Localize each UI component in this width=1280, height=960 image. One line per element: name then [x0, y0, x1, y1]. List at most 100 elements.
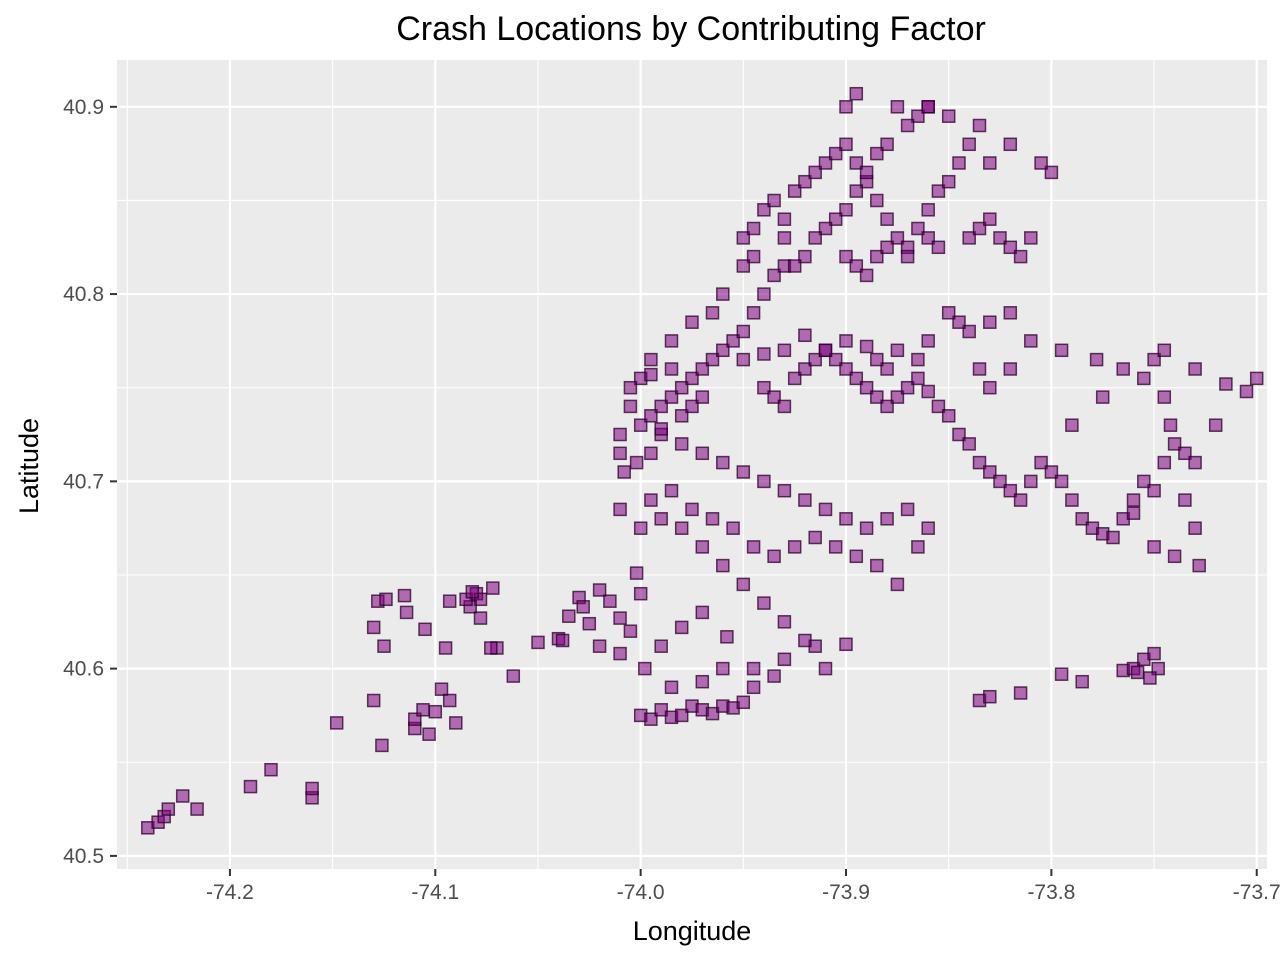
crash-point	[695, 390, 710, 404]
crash-point	[767, 669, 781, 683]
crash-point	[465, 585, 480, 599]
crash-point	[399, 605, 414, 620]
crash-point	[664, 390, 679, 404]
crash-point	[972, 362, 987, 376]
crash-point	[911, 221, 925, 236]
plot-panel	[117, 60, 1267, 869]
crash-point	[839, 334, 853, 348]
x-tick-label: -73.7	[1233, 881, 1280, 904]
crash-point	[592, 583, 607, 597]
crash-point	[880, 362, 894, 376]
crash-point	[839, 203, 853, 217]
crash-point	[633, 418, 648, 432]
crash-point	[870, 558, 884, 573]
crash-point	[629, 455, 644, 470]
crash-point	[1219, 377, 1233, 391]
crash-point	[422, 727, 436, 741]
crash-point	[486, 581, 500, 595]
crash-point	[644, 712, 658, 726]
crash-point	[890, 343, 905, 358]
crash-point	[726, 521, 740, 535]
crash-point	[1044, 165, 1059, 180]
crash-point	[562, 609, 576, 623]
crash-point	[366, 620, 381, 635]
crash-point	[1024, 231, 1038, 245]
crash-point	[654, 422, 668, 436]
crash-point	[941, 409, 956, 423]
crash-point	[638, 661, 652, 676]
crash-point	[880, 240, 894, 255]
crash-point	[757, 347, 771, 361]
crash-point	[890, 100, 905, 114]
crash-point	[685, 371, 699, 386]
crash-point	[757, 203, 771, 217]
crash-point	[777, 615, 792, 629]
crash-point	[685, 399, 699, 414]
crash-point	[190, 802, 204, 816]
crash-point	[787, 184, 802, 198]
crash-point	[644, 352, 658, 367]
crash-point	[921, 384, 935, 399]
crash-point	[736, 352, 751, 367]
crash-point	[736, 231, 751, 245]
crash-point	[379, 592, 393, 607]
crash-point	[870, 352, 884, 367]
crash-point	[582, 616, 597, 631]
crash-point	[1167, 437, 1182, 451]
crash-point	[880, 212, 894, 226]
crash-point	[674, 620, 689, 635]
crash-point	[695, 362, 710, 376]
crash-point	[623, 380, 638, 395]
crash-point	[1034, 156, 1048, 170]
crash-point	[654, 512, 668, 526]
crash-point	[983, 689, 997, 704]
crash-point	[941, 109, 956, 123]
crash-point	[787, 259, 802, 273]
crash-point	[757, 287, 771, 301]
crash-point	[1034, 455, 1048, 470]
crash-point	[1178, 493, 1192, 507]
crash-point	[746, 661, 761, 676]
crash-point	[900, 380, 915, 395]
crash-point	[777, 231, 792, 245]
crash-point	[705, 706, 720, 721]
crash-point	[983, 465, 997, 479]
crash-point	[839, 362, 853, 376]
crash-point	[983, 156, 997, 170]
crash-point	[1126, 506, 1141, 520]
crash-point	[972, 118, 987, 133]
crash-point	[1003, 240, 1018, 255]
crash-point	[921, 521, 935, 535]
crash-point	[716, 287, 730, 301]
crash-point	[1024, 474, 1038, 489]
crash-point	[941, 174, 956, 189]
crash-point	[1137, 371, 1151, 386]
crash-point	[962, 137, 976, 152]
crash-point	[983, 315, 997, 329]
crash-point	[674, 409, 689, 423]
crash-point	[664, 334, 679, 348]
crash-point	[736, 324, 751, 339]
crash-point	[808, 231, 822, 245]
crash-point	[962, 231, 976, 245]
crash-point	[787, 371, 802, 386]
crash-point	[787, 540, 802, 554]
crash-point	[849, 371, 864, 386]
crash-point	[1065, 418, 1079, 432]
crash-point	[849, 259, 864, 273]
crash-point	[1054, 667, 1069, 681]
crash-point	[617, 465, 631, 479]
crash-point	[736, 695, 751, 710]
crash-point	[859, 380, 874, 395]
crash-point	[1147, 352, 1161, 367]
crash-point	[890, 577, 905, 592]
y-axis-title: Latitude	[14, 418, 44, 514]
crash-point	[798, 633, 812, 648]
crash-point	[757, 474, 771, 489]
crash-point	[859, 165, 874, 180]
crash-point	[746, 249, 761, 264]
crash-point	[983, 212, 997, 226]
crash-point	[644, 409, 658, 423]
